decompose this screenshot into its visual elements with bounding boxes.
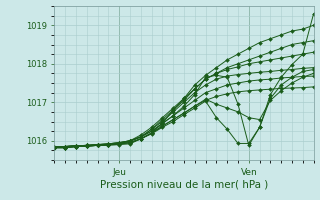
X-axis label: Pression niveau de la mer( hPa ): Pression niveau de la mer( hPa ) bbox=[100, 179, 268, 189]
